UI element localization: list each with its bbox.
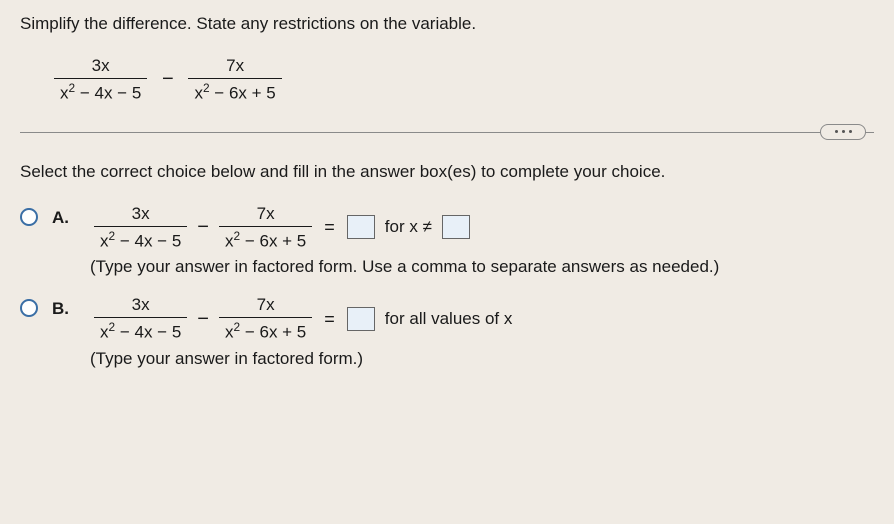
fraction-1: 3x x2 − 4x − 5 [54,56,147,104]
denominator-2: x2 − 6x + 5 [188,78,281,104]
radio-b[interactable] [20,299,38,317]
main-expression: 3x x2 − 4x − 5 − 7x x2 − 6x + 5 [50,56,874,104]
numerator-2: 7x [188,56,281,78]
choice-b-tail: for all values of x [385,309,513,329]
answer-box-a1[interactable] [347,215,375,239]
radio-a[interactable] [20,208,38,226]
fraction-a1: 3x x2 − 4x − 5 [94,204,187,252]
choice-a-label: A. [52,208,76,228]
divider-line [20,132,874,133]
answer-box-a2[interactable] [442,215,470,239]
choice-a-tail: for x ≠ [385,217,432,237]
numerator-1: 3x [54,56,147,78]
choice-b-expression: 3x x2 − 4x − 5 − 7x x2 − 6x + 5 = for al… [90,295,874,343]
equals-a: = [324,217,335,238]
minus-sign: − [156,68,180,91]
question-prompt: Simplify the difference. State any restr… [20,14,874,34]
fraction-b1: 3x x2 − 4x − 5 [94,295,187,343]
answer-box-b[interactable] [347,307,375,331]
fraction-b2: 7x x2 − 6x + 5 [219,295,312,343]
choice-a: A. 3x x2 − 4x − 5 − 7x x2 − 6x + 5 = for… [20,204,874,278]
divider-row [20,122,874,142]
choice-b-hint: (Type your answer in factored form.) [90,349,874,369]
denominator-1: x2 − 4x − 5 [54,78,147,104]
fraction-a2: 7x x2 − 6x + 5 [219,204,312,252]
more-button[interactable] [820,124,866,140]
fraction-2: 7x x2 − 6x + 5 [188,56,281,104]
choice-b: B. 3x x2 − 4x − 5 − 7x x2 − 6x + 5 = for… [20,295,874,369]
choice-a-expression: 3x x2 − 4x − 5 − 7x x2 − 6x + 5 = for x … [90,204,874,252]
choice-b-label: B. [52,299,76,319]
choice-a-hint: (Type your answer in factored form. Use … [90,257,874,277]
select-instruction: Select the correct choice below and fill… [20,162,874,182]
equals-b: = [324,309,335,330]
